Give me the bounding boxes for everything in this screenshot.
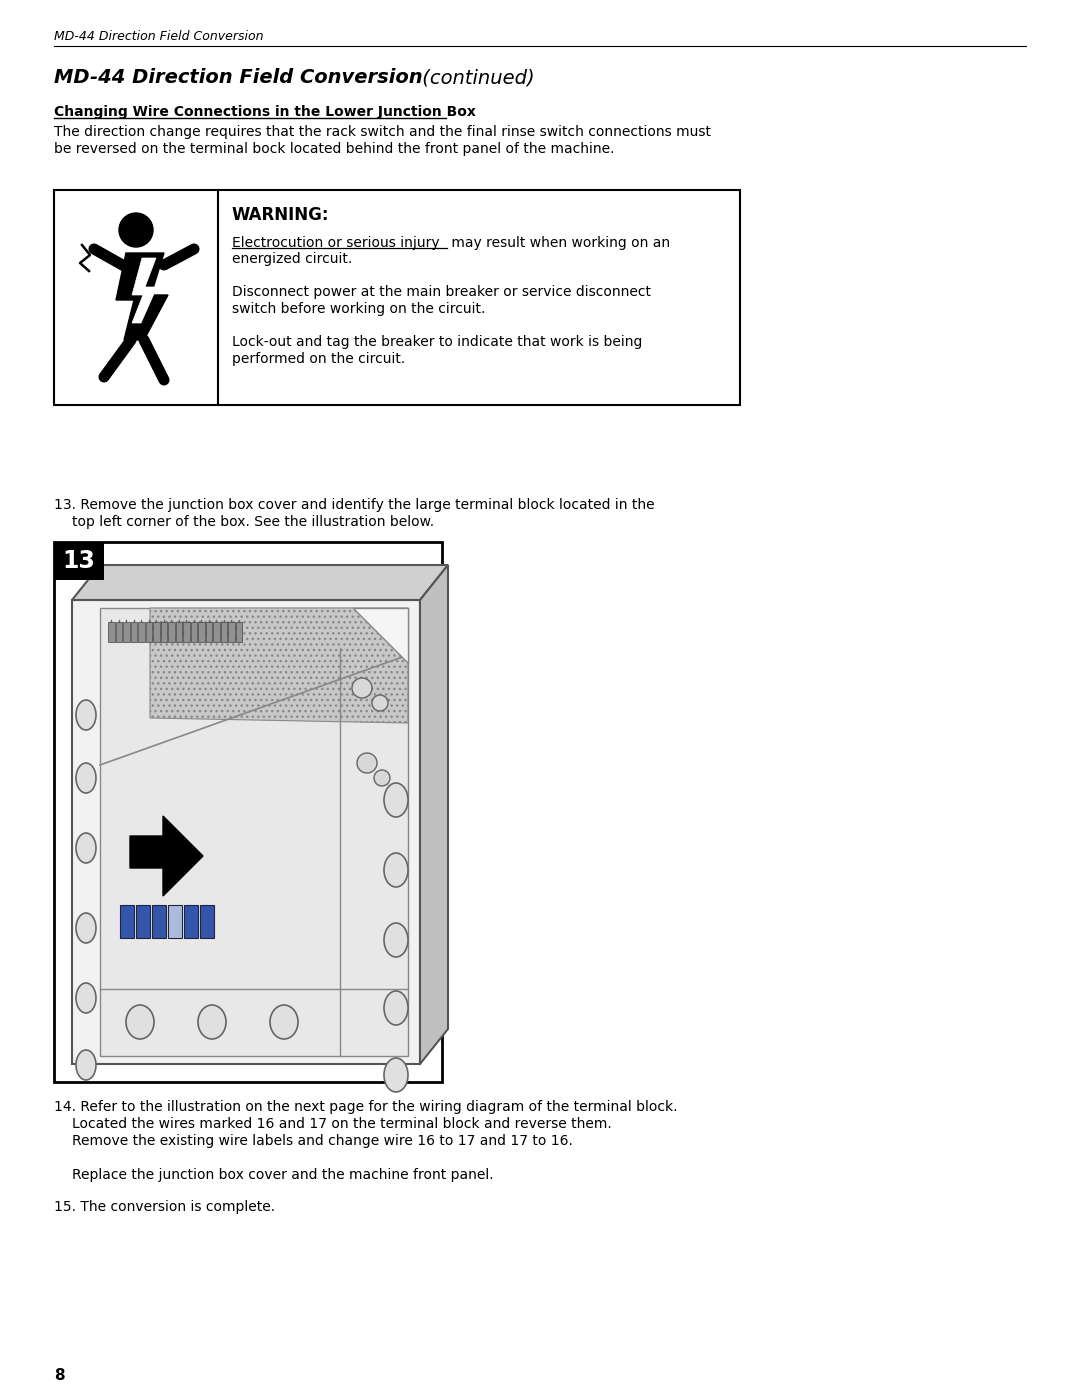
Polygon shape [132,258,157,323]
Text: Changing Wire Connections in the Lower Junction Box: Changing Wire Connections in the Lower J… [54,105,476,119]
Bar [198,622,204,643]
Text: (continued): (continued) [416,68,535,87]
Bar [116,622,122,643]
Text: performed on the circuit.: performed on the circuit. [232,352,405,366]
Text: The direction change requires that the rack switch and the final rinse switch co: The direction change requires that the r… [54,124,711,138]
Bar [184,905,198,937]
Bar [54,190,740,405]
Circle shape [352,678,372,698]
Ellipse shape [76,914,96,943]
Polygon shape [353,608,408,664]
Bar [228,622,234,643]
Ellipse shape [76,763,96,793]
Bar [120,905,134,937]
Ellipse shape [384,990,408,1025]
Bar [136,905,150,937]
Text: MD-44 Direction Field Conversion: MD-44 Direction Field Conversion [54,29,264,43]
Text: may result when working on an: may result when working on an [447,236,670,250]
Bar [138,622,145,643]
Circle shape [357,753,377,773]
Polygon shape [130,816,203,895]
Text: Electrocution or serious injury: Electrocution or serious injury [232,236,440,250]
Bar [220,622,227,643]
Circle shape [372,694,388,711]
Bar [175,622,183,643]
Text: Disconnect power at the main breaker or service disconnect: Disconnect power at the main breaker or … [232,285,651,299]
Text: Located the wires marked 16 and 17 on the terminal block and reverse them.: Located the wires marked 16 and 17 on th… [72,1118,611,1132]
Polygon shape [100,608,408,1056]
Text: switch before working on the circuit.: switch before working on the circuit. [232,302,485,316]
Bar [54,542,442,1083]
Ellipse shape [76,700,96,731]
Circle shape [374,770,390,787]
Bar [205,622,212,643]
Bar [146,622,152,643]
Text: be reversed on the terminal bock located behind the front panel of the machine.: be reversed on the terminal bock located… [54,142,615,156]
Text: 8: 8 [54,1368,65,1383]
Ellipse shape [270,1004,298,1039]
Text: 13. Remove the junction box cover and identify the large terminal block located : 13. Remove the junction box cover and id… [54,497,654,511]
Bar [123,622,130,643]
Bar [213,622,219,643]
Text: 14. Refer to the illustration on the next page for the wiring diagram of the ter: 14. Refer to the illustration on the nex… [54,1099,677,1113]
Bar [153,622,160,643]
Text: MD-44 Direction Field Conversion: MD-44 Direction Field Conversion [54,68,422,87]
Ellipse shape [76,983,96,1013]
Bar [108,622,114,643]
Bar [54,542,104,580]
Bar [131,622,137,643]
Ellipse shape [198,1004,226,1039]
Bar [168,905,183,937]
Text: 13: 13 [63,549,95,573]
Text: Remove the existing wire labels and change wire 16 to 17 and 17 to 16.: Remove the existing wire labels and chan… [72,1134,572,1148]
Bar [183,622,189,643]
Ellipse shape [384,782,408,817]
Polygon shape [150,608,408,724]
Bar [235,622,242,643]
Bar [168,622,175,643]
Text: Replace the junction box cover and the machine front panel.: Replace the junction box cover and the m… [72,1168,494,1182]
Ellipse shape [76,833,96,863]
Polygon shape [116,253,168,339]
Ellipse shape [384,854,408,887]
Polygon shape [72,564,448,599]
Ellipse shape [76,1051,96,1080]
Bar [161,622,167,643]
Polygon shape [420,564,448,1065]
Ellipse shape [384,923,408,957]
Circle shape [119,212,153,247]
Text: top left corner of the box. See the illustration below.: top left corner of the box. See the illu… [72,515,434,529]
Ellipse shape [384,1058,408,1092]
Text: 15. The conversion is complete.: 15. The conversion is complete. [54,1200,275,1214]
Text: Lock-out and tag the breaker to indicate that work is being: Lock-out and tag the breaker to indicate… [232,335,643,349]
Ellipse shape [126,1004,154,1039]
Text: energized circuit.: energized circuit. [232,251,352,265]
Text: WARNING:: WARNING: [232,205,329,224]
Bar [190,622,197,643]
Bar [200,905,214,937]
Polygon shape [72,599,420,1065]
Bar [152,905,166,937]
